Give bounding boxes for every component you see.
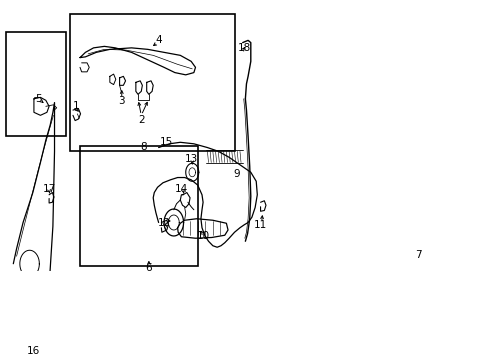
Text: 9: 9 xyxy=(233,169,240,179)
Bar xyxy=(70,14,234,151)
Text: 1: 1 xyxy=(73,101,80,111)
Text: 18: 18 xyxy=(237,43,250,53)
Text: 2: 2 xyxy=(138,115,144,125)
Text: 13: 13 xyxy=(184,154,197,164)
Text: 6: 6 xyxy=(145,263,152,273)
Text: 4: 4 xyxy=(155,35,162,45)
Bar xyxy=(6,32,66,136)
Text: 11: 11 xyxy=(253,220,266,230)
Text: 5: 5 xyxy=(35,94,41,104)
Text: 16: 16 xyxy=(27,346,41,356)
Text: 15: 15 xyxy=(160,137,173,147)
Bar xyxy=(80,146,197,266)
Text: 17: 17 xyxy=(42,184,56,194)
Text: 14: 14 xyxy=(174,184,188,194)
Text: 8: 8 xyxy=(140,142,146,152)
Text: 12: 12 xyxy=(157,218,170,228)
Text: 7: 7 xyxy=(415,250,421,260)
Text: 10: 10 xyxy=(196,231,209,241)
Text: 3: 3 xyxy=(118,96,125,106)
